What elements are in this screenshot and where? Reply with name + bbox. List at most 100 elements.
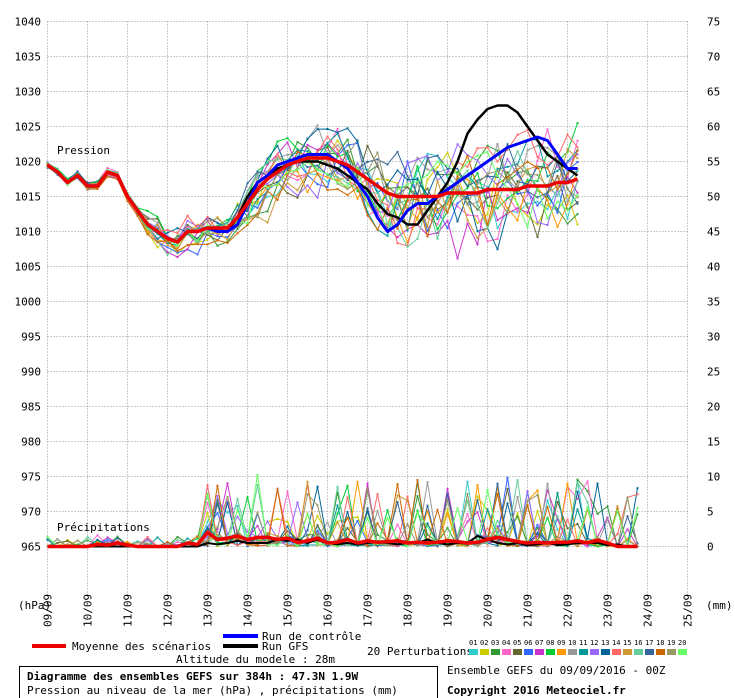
perturbation-pressure-line-point [496,192,499,195]
perturbation-pressure-line-point [176,248,179,251]
y-right-tick-label: 65 [707,86,720,99]
perturbation-pressure-line-point [156,241,159,244]
perturbation-pressure-line-point [556,169,559,172]
perturbation-pressure-line-point [396,227,399,230]
perturbation-precip-line-point [236,544,239,547]
perturbation-pressure-line-point [46,162,49,165]
ensemble-run-label: Ensemble GEFS du 09/09/2016 - 00Z [447,664,666,677]
perturbation-pressure-line-point [506,197,509,200]
perturbation-pressure-line-point [536,223,539,226]
perturbation-pressure-line-point [536,144,539,147]
perturbation-precip-line-point [356,519,359,522]
perturbation-pressure-line-point [306,172,309,175]
perturbation-pressure-line-point [456,220,459,223]
perturbation-swatch [634,649,643,655]
perturbation-pressure-line-point [516,170,519,173]
perturbation-precip-line-point [316,524,319,527]
perturbation-precip-line-point [316,540,319,543]
perturbation-pressure-line-point [346,144,349,147]
perturbation-pressure-line-point [156,237,159,240]
perturbation-pressure-line-point [266,190,269,193]
perturbation-pressure-line-point [436,160,439,163]
perturbation-pressure-line-point [456,173,459,176]
perturbation-precip-line-point [626,515,629,518]
perturbation-precip-line-point [516,515,519,518]
perturbation-pressure-line-point [486,204,489,207]
perturbation-precip-line-point [276,541,279,544]
perturbation-precip-line-point [336,521,339,524]
perturbation-pressure-line-point [476,201,479,204]
perturbation-pressure-line-point [216,217,219,220]
perturbation-pressure-line-point [366,144,369,147]
perturbation-pressure-line-point [436,218,439,221]
perturbation-pressure-line-point [246,189,249,192]
perturbation-precip-line-point [306,493,309,496]
perturbation-pressure-line-point [266,160,269,163]
perturbation-pressure-line-point [416,218,419,221]
perturbation-pressure-line-point [566,150,569,153]
perturbation-pressure-line-point [476,215,479,218]
perturbation-pressure-line-point [466,169,469,172]
perturbation-precip-line-point [426,481,429,484]
perturbation-precip-line-point [636,506,639,509]
perturbation-pressure-line-point [546,191,549,194]
perturbation-precip-line-point [96,541,99,544]
perturbation-pressure-line-point [276,182,279,185]
perturbation-pressure-line-point [526,190,529,193]
perturbation-precip-line-point [116,535,119,538]
perturbation-pressure-line-point [456,184,459,187]
perturbation-pressure-line-point [276,156,279,159]
perturbation-precip-line-point [216,525,219,528]
perturbation-pressure-line-point [396,218,399,221]
perturbation-precip-line-point [136,540,139,543]
perturbation-precip-line-point [216,528,219,531]
perturbation-pressure-line-point [576,201,579,204]
perturbation-precip-line-point [616,505,619,508]
perturbation-precip-line-point [596,536,599,539]
perturbation-precip-line-point [416,479,419,482]
perturbation-precip-line-point [206,543,209,546]
perturbation-pressure-line-point [476,179,479,182]
perturbation-precip-line-point [146,537,149,540]
perturbation-pressure-line-point [296,194,299,197]
perturbation-pressure-line-point [266,185,269,188]
y-right-tick-label: 0 [707,541,714,554]
x-tick-label: 17/09 [362,594,375,627]
perturbation-pressure-line-point [546,196,549,199]
perturbation-pressure-line-point [176,256,179,259]
perturbation-pressure-line-point [376,189,379,192]
perturbation-pressure-line-point [406,206,409,209]
perturbation-pressure-line-point [266,210,269,213]
perturbation-pressure-line [47,150,578,252]
perturbation-pressure-line-point [486,226,489,229]
x-tick-label: 16/09 [322,594,335,627]
perturbation-precip-line-point [236,515,239,518]
perturbation-precip-line-point [236,504,239,507]
perturbation-pressure-line-point [286,192,289,195]
perturbation-swatch [502,649,511,655]
perturbation-precip-line-point [176,535,179,538]
perturbation-precip-line-point [346,484,349,487]
perturbation-pressure-line-point [236,202,239,205]
perturbation-pressure-line-point [316,150,319,153]
perturbation-precip-line-point [476,545,479,548]
perturbation-pressure-line-point [336,177,339,180]
perturbation-pressure-line-point [116,171,119,174]
perturbation-pressure-line-point [336,171,339,174]
perturbation-id-label: 02 [480,639,488,647]
perturbation-pressure-line-point [516,180,519,183]
perturbation-pressure-line-point [256,170,259,173]
perturbation-precip-line-point [376,509,379,512]
perturbation-pressure-line-point [296,179,299,182]
perturbation-precip-line-point [486,488,489,491]
perturbation-pressure-line-point [516,185,519,188]
y-right-tick-label: 30 [707,331,720,344]
perturbation-pressure-line-point [546,223,549,226]
perturbation-precip-line-point [206,501,209,504]
perturbation-pressure-line-point [146,226,149,229]
perturbation-pressure-line-point [536,236,539,239]
perturbation-precip-line-point [486,543,489,546]
perturbation-pressure-line-point [196,253,199,256]
perturbation-pressure-line-point [496,219,499,222]
perturbation-pressure-line-point [246,182,249,185]
